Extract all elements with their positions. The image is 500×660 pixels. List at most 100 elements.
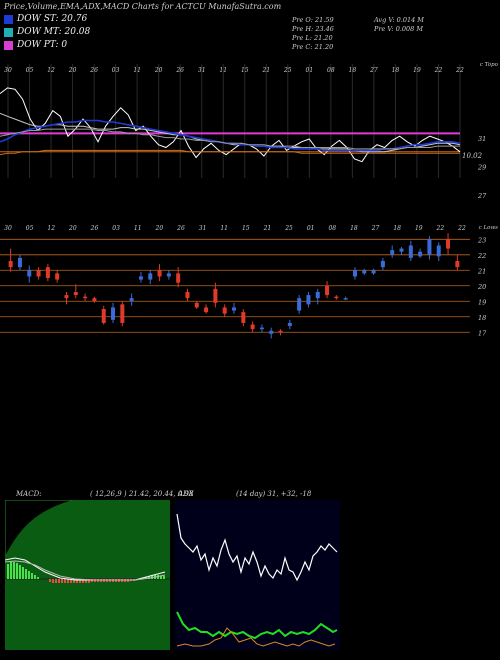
adx-chart (175, 500, 340, 650)
macd-hist-bar (73, 579, 75, 583)
pre-close: Pre C: 21.20 (292, 43, 334, 51)
candle-body (325, 285, 330, 296)
candle-body (138, 276, 143, 280)
macd-hist-bar (16, 563, 18, 579)
candle-body (436, 245, 441, 257)
page-title: Price,Volume,EMA,ADX,MACD Charts for ACT… (4, 2, 282, 11)
candle-body (27, 270, 32, 277)
ema-y-tick-label: 29 (477, 163, 486, 171)
candle-body (352, 270, 357, 277)
candle-x-tick-label: 22 (457, 225, 466, 232)
candle-x-tick-label: 27 (371, 225, 380, 232)
ema-y-tick-label: 31 (478, 135, 486, 143)
dow-st-swatch-icon (4, 14, 13, 24)
candle-x-tick-label: 22 (436, 225, 445, 232)
ema-x-tick-label: 22 (434, 67, 443, 74)
candle-body (371, 270, 376, 274)
candle-body (17, 257, 22, 268)
candle-x-tick-label: 12 (47, 225, 55, 232)
candle-body (222, 307, 227, 314)
ema-x-tick-label: 19 (413, 67, 421, 74)
candlestick-chart: 30 05 12 20 26 03 11 20 26 31 11 15 21 25 01 08 18 27 18 19… (0, 225, 499, 339)
candle-x-tick-label: 20 (155, 225, 164, 232)
macd-hist-bar (157, 575, 159, 579)
candle-body (427, 239, 432, 255)
candle-body (204, 307, 209, 313)
macd-hist-bar (7, 564, 9, 579)
macd-hist-bar (88, 579, 90, 583)
ema-x-tick-label: 18 (392, 67, 400, 74)
prev-volume: Pre V: 0.008 M (374, 25, 424, 33)
macd-hist-bar (22, 567, 24, 579)
macd-hist-bar (76, 579, 78, 583)
adx-params: (14 day) 31, +32, -18 (236, 490, 312, 498)
candle-panel-tag: c Lows (479, 225, 499, 231)
macd-hist-bar (10, 562, 12, 579)
avg-volume: Avg V: 0.014 M (374, 16, 424, 24)
macd-hist-bar (34, 575, 36, 579)
candle-x-tick-label: 20 (68, 225, 77, 232)
macd-hist-bar (67, 579, 69, 583)
candle-x-tick-label: 26 (90, 225, 99, 232)
macd-chart (5, 500, 170, 650)
candle-body (399, 248, 404, 252)
ema-x-tick-label: 21 (261, 67, 270, 74)
ema-x-tick-label: 20 (154, 67, 163, 74)
candle-x-tick-label: 11 (134, 225, 142, 232)
candle-body (55, 273, 60, 280)
candle-body (83, 296, 88, 299)
candle-x-tick-label: 03 (112, 225, 120, 232)
candle-x-tick-label: 31 (199, 225, 207, 232)
dow-mt-swatch-icon (4, 27, 13, 37)
ema-x-tick-label: 25 (283, 67, 292, 74)
candle-body (148, 273, 153, 280)
macd-signal-line (5, 560, 166, 581)
ema-series-line (0, 128, 460, 150)
candle-body (250, 324, 255, 330)
ema-x-tick-label: 22 (455, 67, 464, 74)
ema-x-tick-label: 08 (327, 67, 335, 74)
ema-x-tick-label: 15 (241, 67, 249, 74)
macd-params: ( 12,26,9 ) 21.42, 20.44, 0.98 (90, 490, 194, 498)
ema-x-tick-label: 11 (219, 67, 227, 74)
ema-price-label: 10.02 (462, 152, 483, 160)
macd-area (5, 500, 170, 650)
ema-y-tick-label: 27 (477, 192, 487, 200)
candle-body (380, 260, 385, 268)
macd-hist-bar (85, 579, 87, 583)
candle-x-tick-label: 26 (176, 225, 185, 232)
macd-hist-bar (52, 579, 54, 583)
macd-hist-bar (28, 571, 30, 579)
adx-title: ADX (178, 490, 194, 498)
pre-open: Pre O: 21.59 (292, 16, 334, 24)
ema-x-tick-label: 12 (47, 67, 55, 74)
candle-body (73, 291, 78, 296)
ema-x-tick-label: 05 (26, 67, 34, 74)
macd-hist-bar (151, 575, 153, 579)
candle-x-tick-label: 01 (307, 225, 315, 232)
ema-chart: 30 05 12 20 26 03 11 20 26 31 11 15 21 25 01 08 18 27 18 19… (0, 62, 499, 200)
macd-hist-bar (70, 579, 72, 583)
candle-body (45, 267, 50, 279)
candle-body (297, 298, 302, 311)
minus-di-line (176, 627, 336, 647)
ema-x-tick-label: 31 (198, 67, 206, 74)
candle-body (418, 251, 423, 257)
legend-dow-pt: DOW PT: 0 (4, 40, 67, 50)
dow-mt-label: DOW MT: 20.08 (17, 27, 91, 37)
candle-body (111, 307, 116, 320)
candle-body (343, 298, 348, 300)
candle-body (194, 302, 199, 308)
macd-hist-bar (25, 569, 27, 579)
candle-body (269, 330, 274, 334)
ema-x-tick-label: 01 (306, 67, 314, 74)
ema-x-tick-label: 27 (369, 67, 378, 74)
candle-body (446, 239, 451, 249)
macd-hist-bar (79, 579, 81, 583)
macd-hist-bar (49, 579, 51, 582)
ema-panel-tag: c Topo (480, 62, 499, 68)
candle-body (278, 330, 283, 333)
candle-x-tick-label: 08 (328, 225, 336, 232)
ema-x-tick-label: 26 (89, 67, 98, 74)
adx-area (175, 500, 340, 650)
